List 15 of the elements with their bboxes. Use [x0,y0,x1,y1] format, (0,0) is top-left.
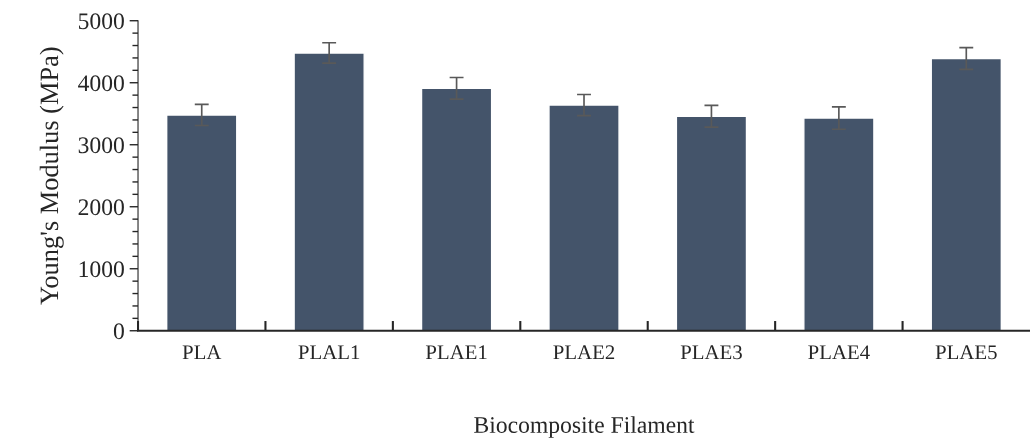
y-axis-title: Young's Modulus (MPa) [39,47,64,305]
x-tick-label: PLAE1 [425,345,487,360]
y-tick-label: 2000 [78,199,124,216]
x-tick-label: PLAE3 [680,345,742,360]
x-tick-label: PLAE5 [935,345,997,360]
x-tick-label: PLAE2 [553,345,615,360]
x-axis-title: Biocomposite Filament [474,416,695,438]
x-tick-label: PLAL1 [298,345,360,360]
y-tick-label: 4000 [78,75,124,92]
y-tick-label: 5000 [78,13,124,30]
x-tick-label: PLA [182,345,222,360]
y-tick-label: 1000 [79,261,124,278]
x-tick-label: PLAE4 [808,345,870,360]
y-tick-label: 3000 [78,137,124,154]
y-tick-label: 0 [113,323,124,340]
